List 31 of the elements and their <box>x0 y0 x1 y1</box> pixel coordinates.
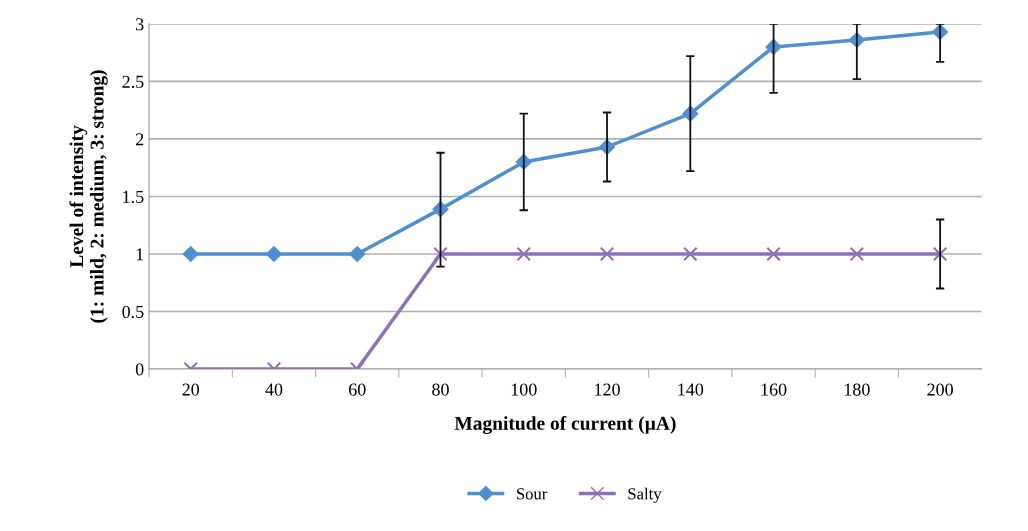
y-tick-label: 2.5 <box>122 75 144 88</box>
legend-label: Sour <box>516 488 548 500</box>
x-tick-label: 20 <box>182 383 200 396</box>
y-tick-label: 1.5 <box>123 190 144 203</box>
x-tick-label: 80 <box>432 383 449 396</box>
y-tick-label: 0.5 <box>122 305 144 319</box>
x-tick-label: 40 <box>265 383 283 396</box>
point <box>182 246 199 262</box>
point <box>433 246 448 262</box>
point <box>849 246 865 262</box>
x-tick-label: 60 <box>348 383 366 396</box>
point <box>683 246 698 262</box>
point <box>516 246 532 262</box>
point <box>932 246 948 262</box>
point <box>599 246 615 262</box>
x-tick-label: 140 <box>678 383 704 396</box>
x-tick-label: 180 <box>844 383 870 396</box>
y-tick-label: 3 <box>136 18 144 31</box>
y-tick-label: 1 <box>136 248 144 261</box>
x-tick-label: 160 <box>761 383 787 396</box>
legend-label: Salty <box>628 487 662 503</box>
y-tick-label: 0 <box>135 363 144 376</box>
point <box>349 246 366 262</box>
point <box>266 246 282 262</box>
y-tick-label: 2 <box>135 133 144 146</box>
x-tick-label: 100 <box>511 383 537 396</box>
x-tick-label: 200 <box>927 383 953 396</box>
x-tick-label: 120 <box>595 383 620 396</box>
point <box>766 246 781 262</box>
y-axis-title: Level of intensity (1: mild, 2: medium, 3: strong) <box>69 70 108 323</box>
x-axis-title: Magnitude of current (µA) <box>454 415 676 434</box>
